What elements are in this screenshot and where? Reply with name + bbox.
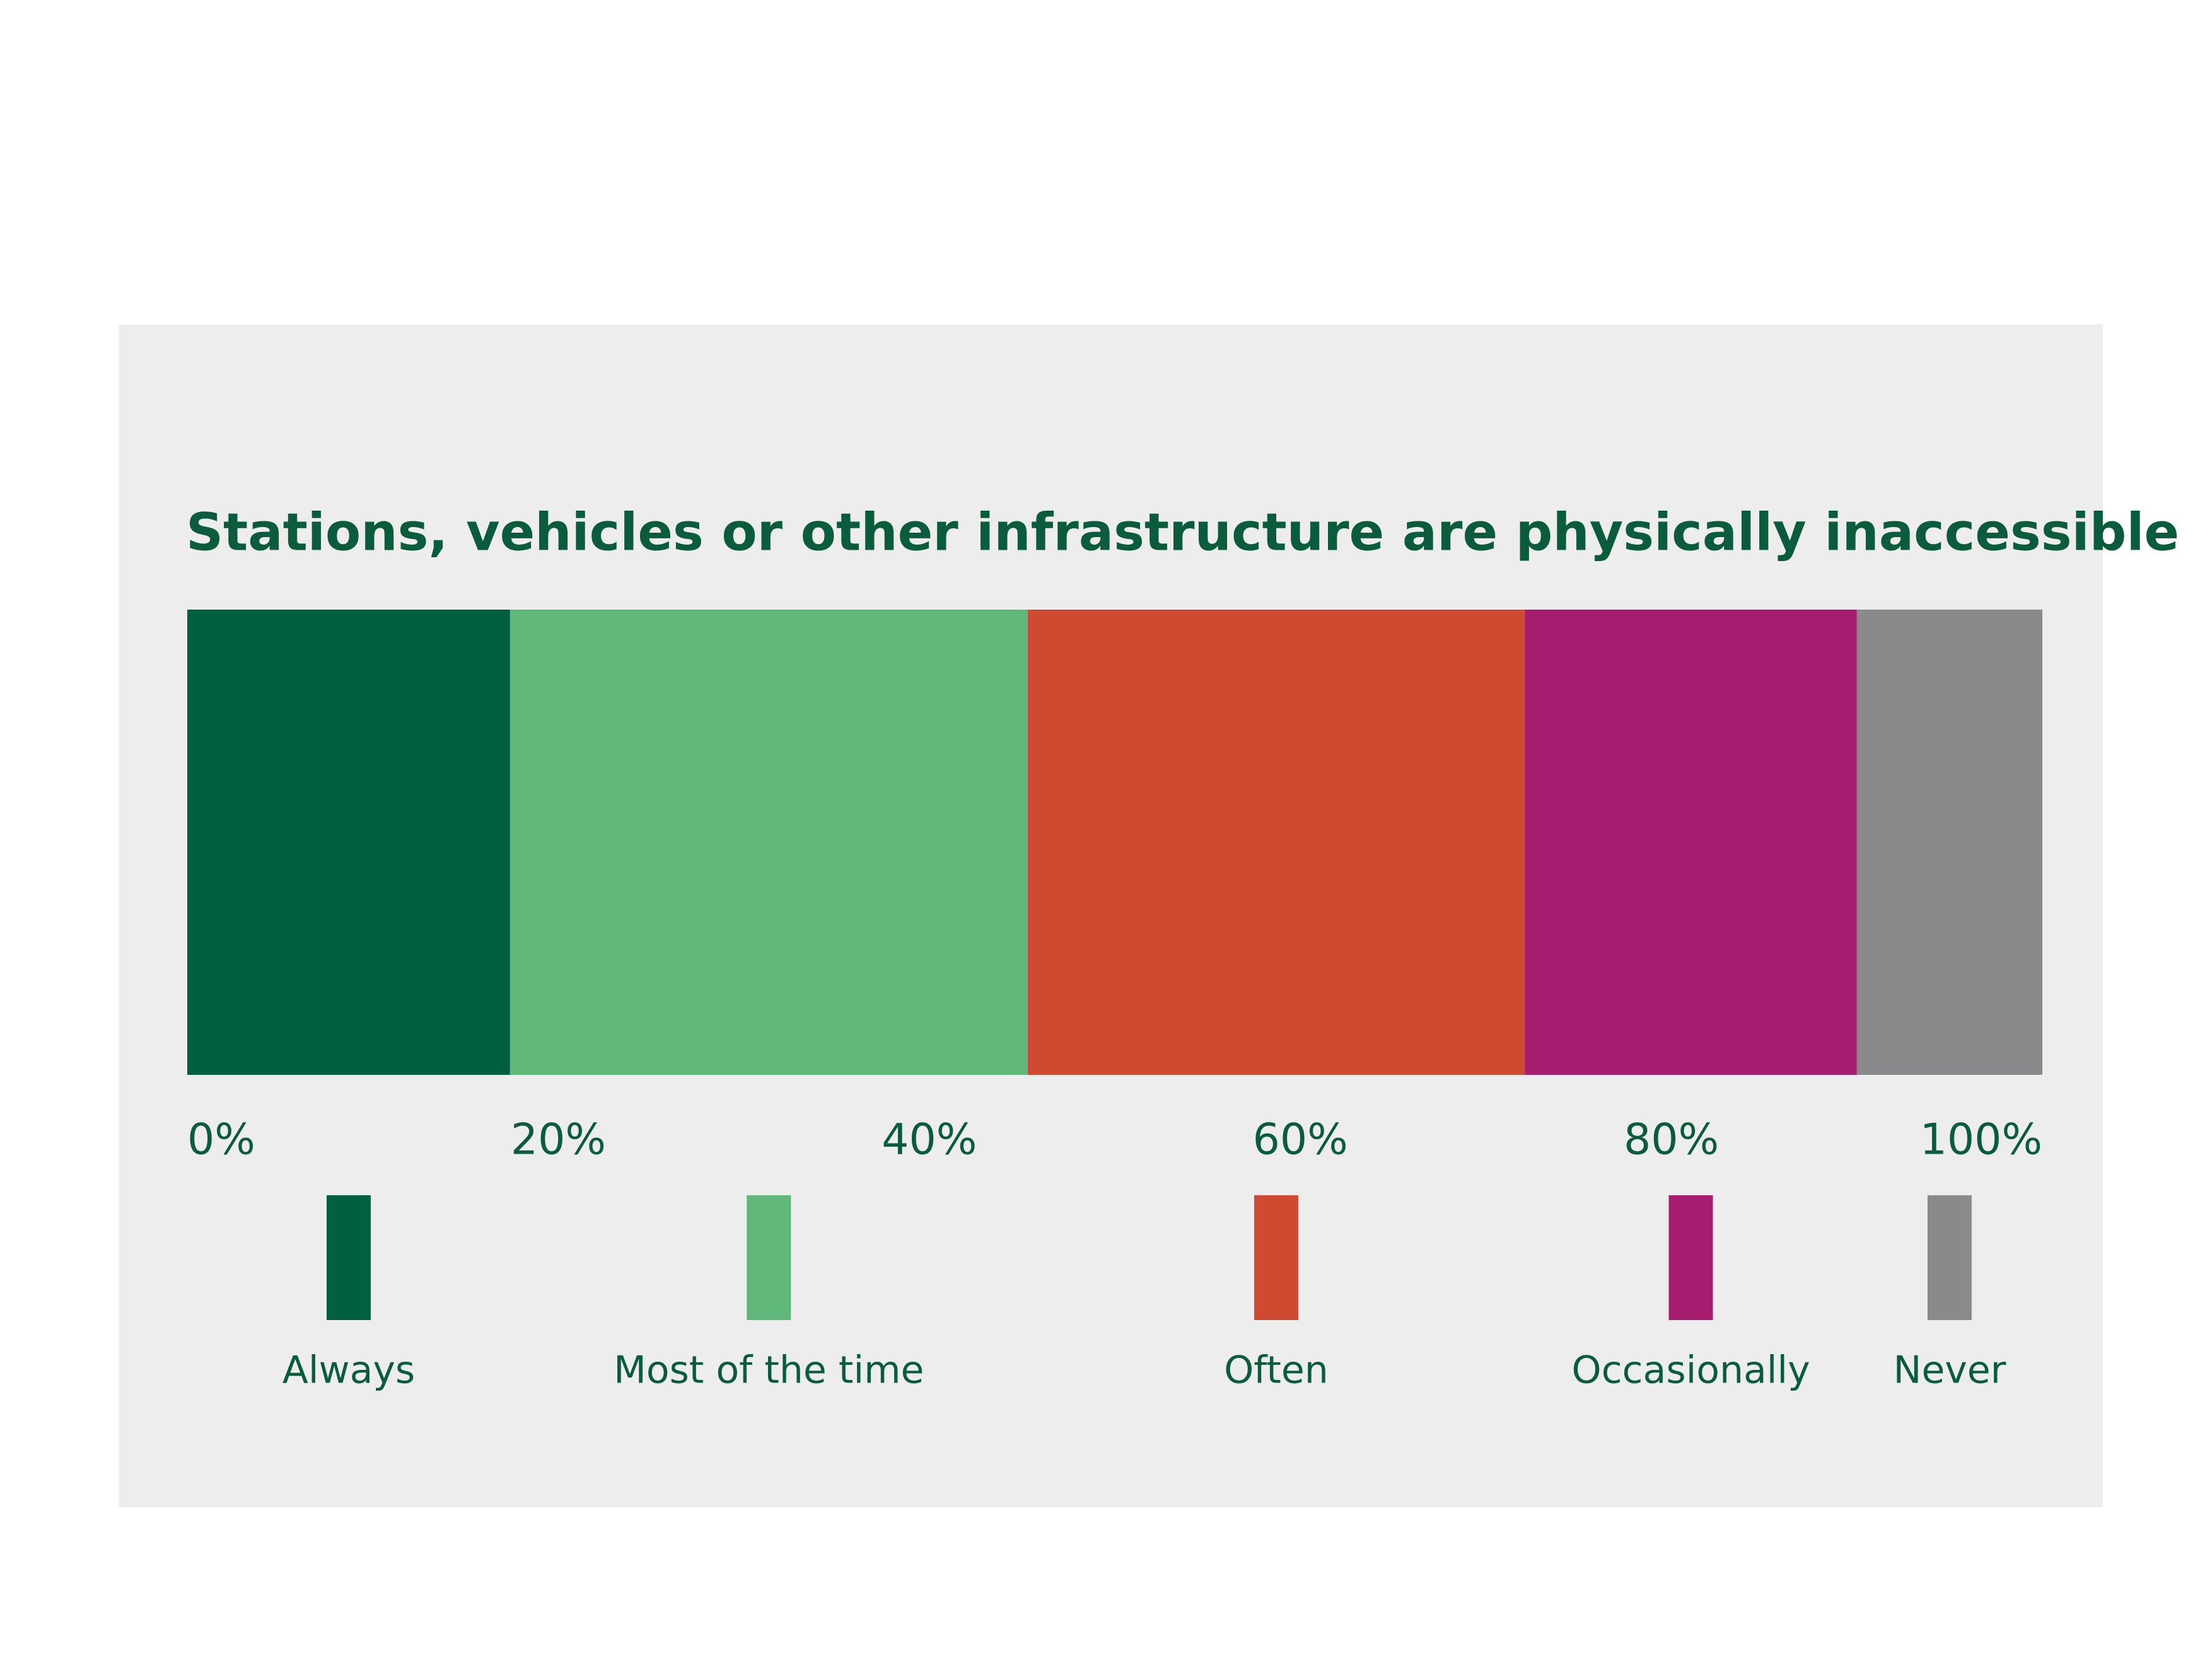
x-tick-label: 60% [1253, 1115, 1348, 1165]
legend-swatch [326, 1195, 371, 1320]
bar-segment [509, 610, 1028, 1075]
legend-label: Never [1893, 1348, 2006, 1393]
x-tick-label: 80% [1624, 1115, 1719, 1165]
x-tick-label: 20% [511, 1115, 606, 1165]
x-tick-label: 0% [187, 1115, 255, 1165]
chart-title: Stations, vehicles or other infrastructu… [186, 502, 2179, 562]
x-tick-label: 100% [1920, 1115, 2042, 1165]
legend-swatch [1927, 1195, 1972, 1320]
legend-label: Occasionally [1571, 1348, 1810, 1393]
bar-segment [1027, 610, 1525, 1075]
legend-swatch [747, 1195, 791, 1320]
bar-segment [1525, 610, 1857, 1075]
bar-segment [187, 610, 510, 1075]
legend-label: Most of the time [614, 1348, 924, 1393]
legend-swatch [1668, 1195, 1713, 1320]
bar-segment [1856, 610, 2042, 1075]
x-tick-label: 40% [882, 1115, 977, 1165]
legend-swatch [1254, 1195, 1298, 1320]
legend-label: Always [282, 1348, 415, 1393]
legend-label: Often [1224, 1348, 1329, 1393]
